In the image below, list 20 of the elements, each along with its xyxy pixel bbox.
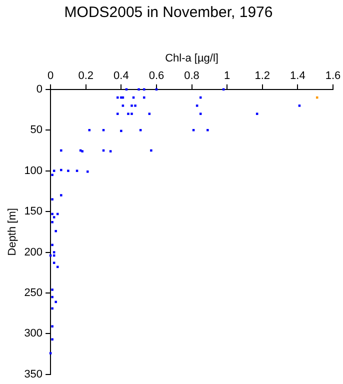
y-tick-label: 200 (24, 246, 43, 258)
y-tick-label: 150 (24, 206, 43, 218)
y-tick-label: 300 (24, 328, 43, 340)
x-tick-label: 0.6 (148, 70, 164, 82)
chart-title: MODS2005 in November, 1976 (64, 4, 273, 22)
x-tick-label: 1.6 (325, 70, 341, 82)
x-tick-label: 0.2 (78, 70, 94, 82)
y-tick-label: 50 (30, 124, 43, 136)
y-tick-label: 0 (36, 83, 43, 96)
x-tick-label: 1.2 (254, 70, 270, 82)
y-axis-title: Depth [m] (6, 208, 19, 256)
y-tick-label: 350 (24, 368, 43, 380)
y-tick-label: 250 (24, 287, 43, 300)
x-tick-label: 1.4 (290, 70, 306, 82)
x-tick-label: 1 (224, 70, 230, 82)
x-tick-label: 0.8 (184, 70, 200, 82)
y-tick-label: 100 (24, 164, 43, 177)
x-tick-label: 0 (47, 70, 54, 82)
x-axis-title: Chl-a [µg/l] (165, 52, 218, 65)
x-tick-label: 0.4 (114, 70, 129, 82)
